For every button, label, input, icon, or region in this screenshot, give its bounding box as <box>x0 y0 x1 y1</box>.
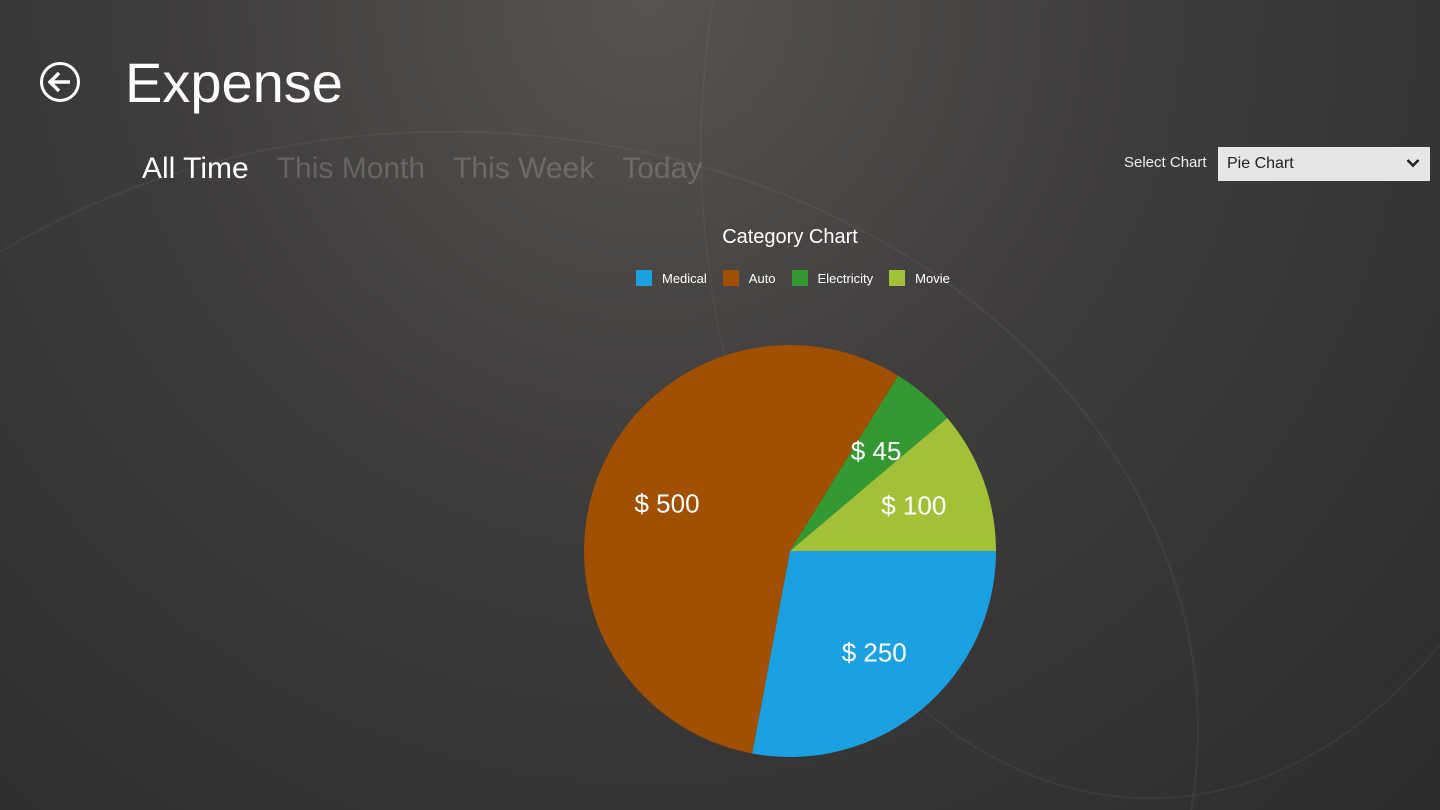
pie-data-label: $ 250 <box>842 637 907 667</box>
legend-label: Electricity <box>817 270 874 286</box>
legend-label: Medical <box>662 270 707 286</box>
legend-item-movie: Movie <box>889 270 950 286</box>
select-chart-label: Select Chart <box>1124 154 1207 171</box>
legend-item-electricity: Electricity <box>791 270 874 286</box>
pie-slice-medical <box>752 551 996 758</box>
legend-label: Auto <box>748 270 776 286</box>
tab-today[interactable]: Today <box>622 152 703 185</box>
pie-data-label: $ 100 <box>881 491 946 521</box>
pie-data-label: $ 500 <box>634 489 699 519</box>
chevron-down-icon <box>1406 159 1420 168</box>
dropdown-value: Pie Chart <box>1227 155 1294 172</box>
pie-slice-auto <box>584 344 899 754</box>
legend-label: Movie <box>915 270 950 286</box>
legend-item-medical: Medical <box>636 270 707 286</box>
chart-legend: Medical Auto Electricity Movie <box>636 270 950 286</box>
period-tabs: All Time This Month This Week Today <box>142 152 702 186</box>
legend-item-auto: Auto <box>722 270 776 286</box>
chart-type-dropdown[interactable]: Pie Chart <box>1218 147 1430 181</box>
tab-this-month[interactable]: This Month <box>276 152 426 185</box>
pie-slice-electricity <box>790 375 948 551</box>
legend-swatch <box>722 270 739 286</box>
back-arrow-icon <box>48 71 70 93</box>
pie-slice-movie <box>790 417 996 551</box>
pie-data-label: $ 45 <box>851 436 902 466</box>
legend-swatch <box>791 270 808 286</box>
legend-swatch <box>636 270 652 286</box>
tab-this-week[interactable]: This Week <box>453 152 595 185</box>
back-button[interactable] <box>40 62 80 102</box>
chart-title: Category Chart <box>722 226 858 248</box>
legend-swatch <box>889 270 906 286</box>
tab-all-time[interactable]: All Time <box>142 152 249 185</box>
page-title: Expense <box>125 51 343 114</box>
